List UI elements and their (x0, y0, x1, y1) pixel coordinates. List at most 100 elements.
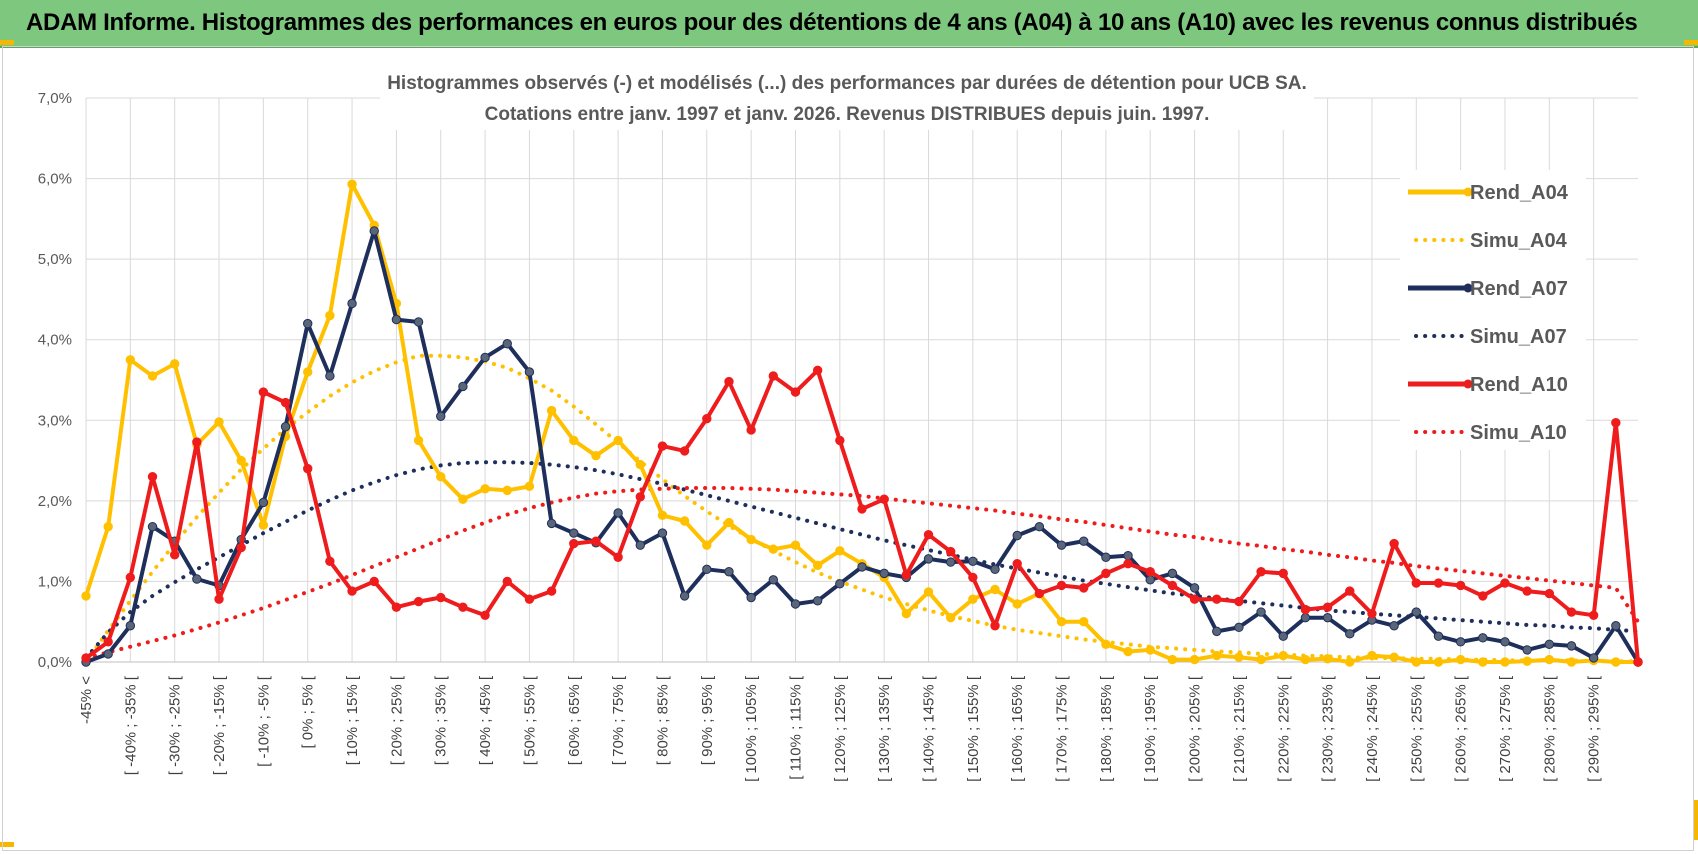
data-point (1455, 580, 1466, 591)
data-point (945, 546, 956, 557)
legend-label: Simu_A10 (1470, 422, 1567, 444)
legend-item: Simu_A07 (1414, 326, 1567, 348)
data-point (1167, 568, 1178, 579)
header-banner: ADAM Informe. Histogrammes des performan… (0, 0, 1698, 48)
data-point (635, 492, 645, 502)
corner-accent-top-right (1684, 40, 1698, 45)
data-point (303, 463, 313, 474)
x-tick-label: [ 120% ; 125% [ (832, 675, 849, 782)
data-point (635, 540, 645, 550)
data-point (1522, 586, 1532, 596)
data-point (790, 387, 801, 397)
data-point (524, 367, 535, 377)
data-point (1079, 583, 1089, 593)
data-point (502, 576, 512, 587)
corner-accent-bottom-left (0, 842, 14, 847)
data-point (524, 481, 535, 492)
x-tick-label: [ 90% ; 95% [ (699, 675, 716, 765)
data-point (1123, 559, 1133, 569)
data-point (1389, 652, 1399, 662)
data-point (214, 417, 224, 427)
data-point (347, 586, 357, 596)
x-tick-label: [ 150% ; 155% [ (965, 675, 982, 782)
data-point (1478, 591, 1488, 601)
y-tick-label: 1,0% (38, 573, 72, 590)
data-point (1411, 607, 1421, 617)
data-point (657, 528, 668, 538)
data-point (1300, 604, 1311, 615)
data-point (1455, 637, 1466, 647)
data-point (125, 572, 136, 583)
x-tick-label: [ 50% ; 55% [ (521, 675, 538, 765)
data-point (768, 575, 779, 585)
data-point (413, 435, 424, 446)
x-tick-label: [ 0% ; 5% [ (300, 675, 317, 748)
data-point (1500, 578, 1510, 588)
legend-marker (1463, 187, 1473, 197)
data-point (1167, 580, 1178, 591)
data-point (1322, 654, 1333, 664)
data-point (458, 381, 468, 392)
data-point (458, 602, 468, 612)
x-tick-label: [ 30% ; 35% [ (433, 675, 450, 765)
data-point (236, 542, 246, 553)
y-tick-label: 2,0% (38, 493, 72, 510)
data-point (1056, 617, 1067, 627)
x-tick-label: [ 180% ; 185% [ (1098, 675, 1115, 782)
data-point (746, 534, 756, 545)
data-point (480, 610, 490, 620)
y-tick-label: 0,0% (38, 654, 72, 671)
x-tick-label: [ 190% ; 195% [ (1142, 675, 1159, 782)
data-point (1123, 550, 1133, 561)
data-point (1145, 567, 1155, 577)
data-point (81, 653, 91, 663)
data-point (1256, 607, 1266, 617)
x-tick-label: [ 60% ; 65% [ (566, 675, 583, 765)
data-point (746, 425, 756, 435)
x-tick-label: [ 260% ; 265% [ (1453, 675, 1470, 782)
data-point (746, 592, 756, 603)
data-point (1079, 617, 1089, 627)
data-point (1367, 650, 1377, 661)
y-tick-label: 5,0% (38, 251, 72, 268)
data-point (458, 494, 468, 504)
data-point (1522, 656, 1532, 666)
data-point (923, 529, 934, 540)
data-point (901, 608, 912, 619)
data-point (1234, 652, 1244, 662)
data-point (1588, 653, 1599, 663)
data-point (1433, 631, 1444, 641)
legend-label: Simu_A07 (1470, 326, 1567, 348)
data-point (901, 570, 912, 580)
data-point (923, 554, 934, 564)
data-point (1522, 645, 1532, 655)
data-point (812, 596, 823, 606)
data-point (879, 494, 889, 504)
data-point (1345, 629, 1355, 639)
data-point (968, 556, 978, 566)
data-point (990, 564, 1000, 575)
data-point (391, 602, 402, 612)
series-rend-a10 (81, 365, 1643, 667)
x-tick-label: [ -40% ; -35% [ (122, 675, 139, 775)
data-point (768, 544, 779, 554)
data-point (1611, 657, 1621, 667)
y-tick-label: 7,0% (38, 90, 72, 107)
legend: Rend_A04 Simu_A04 Rend_A07 Simu_A07 Rend_A10… (1400, 170, 1586, 450)
data-point (702, 564, 712, 575)
data-point (1189, 654, 1200, 665)
data-point (436, 592, 446, 603)
data-point (1278, 568, 1288, 579)
legend-label: Rend_A10 (1470, 374, 1568, 396)
x-tick-label: [ 160% ; 165% [ (1009, 675, 1026, 782)
data-point (1034, 588, 1045, 599)
data-point (1123, 646, 1133, 657)
chart-title: Histogrammes observés (-) et modélisés (… (380, 64, 1314, 130)
data-point (169, 550, 180, 560)
x-tick-label: [ 40% ; 45% [ (477, 675, 494, 765)
data-point (1478, 657, 1488, 667)
legend-label: Rend_A04 (1470, 182, 1569, 204)
data-point (724, 567, 734, 577)
x-tick-label: [ -30% ; -25% [ (167, 675, 184, 775)
data-point (236, 455, 246, 466)
